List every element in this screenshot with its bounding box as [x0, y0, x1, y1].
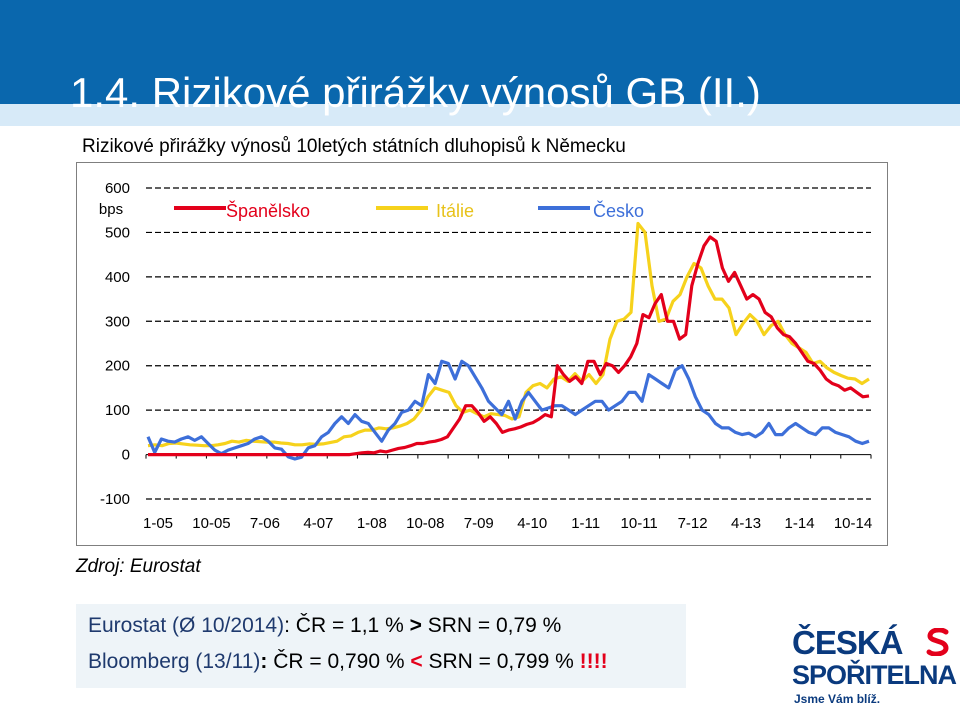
y-tick-label: 400	[105, 269, 130, 286]
x-tick-label: 10-14	[834, 515, 872, 532]
slide-title: 1.4. Rizikové přirážky výnosů GB (II.)	[70, 69, 761, 116]
series-line	[148, 235, 870, 457]
x-axis-ticks: 1-05 10-05 7-06 4-07 1-08 10-08 7-09 4-10 1-11 10…	[143, 454, 872, 532]
bloomberg-label: Bloomberg (13/11)	[88, 650, 261, 673]
y-tick-label: 300	[105, 313, 130, 330]
x-tick-label: 7-09	[464, 515, 494, 532]
greater-than-sign: >	[403, 614, 428, 637]
y-tick-label: 200	[105, 358, 130, 375]
x-tick-label: 1-08	[357, 515, 387, 532]
logo-s-mark-icon	[926, 628, 949, 656]
logo-text-line1: ČESKÁ	[792, 624, 904, 661]
x-tick-label: 1-05	[143, 515, 173, 532]
series-lines	[146, 221, 870, 461]
y-tick-label: 100	[105, 402, 130, 419]
source-note: Zdroj: Eurostat	[76, 556, 201, 577]
y-tick-label: 500	[105, 224, 130, 241]
y-axis-ticks: 600 500 400 300 200 100 0 -100	[100, 180, 130, 508]
cz-yield: ČR = 0,790 %	[273, 650, 405, 673]
slide-header: 1.4. Rizikové přirážky výnosů GB (II.)	[0, 0, 960, 126]
exclamation-marks: !!!!	[579, 650, 608, 673]
chart-panel	[76, 162, 888, 546]
x-tick-label: 4-07	[303, 515, 333, 532]
series-line	[147, 221, 870, 448]
x-tick-label: 7-06	[250, 515, 280, 532]
chart-title: Rizikové přirážky výnosů 10letých státní…	[82, 136, 626, 157]
logo-slogan: Jsme Vám blíž.	[794, 692, 881, 706]
legend-label: Česko	[593, 200, 644, 221]
logo-text-line2: SPOŘITELNA	[792, 660, 957, 690]
x-tick-label: 1-11	[571, 515, 600, 532]
spread-line-chart: 600 500 400 300 200 100 0 -100 1-05 10-05 7-06 4-0…	[99, 180, 872, 532]
y-tick-label: 600	[105, 180, 130, 197]
x-tick-label: 10-08	[406, 515, 444, 532]
y-tick-label: 0	[122, 447, 130, 464]
de-yield: SRN = 0,79 %	[427, 614, 562, 637]
series-line	[146, 359, 870, 461]
x-tick-label: 4-13	[731, 515, 761, 532]
y-tick-label: -100	[100, 491, 130, 508]
eurostat-comparison: Eurostat (Ø 10/2014): ČR = 1,1 % > SRN =…	[88, 614, 561, 638]
x-tick-label: 10-05	[192, 515, 230, 532]
legend-label: Itálie	[436, 201, 474, 221]
x-tick-label: 4-10	[517, 515, 547, 532]
eurostat-label: Eurostat (Ø 10/2014)	[88, 614, 285, 637]
less-than-sign: <	[404, 650, 429, 673]
header-strip	[0, 104, 960, 126]
separator: :	[260, 650, 274, 673]
separator: :	[284, 614, 296, 637]
legend-label: Španělsko	[226, 200, 310, 221]
cz-yield: ČR = 1,1 %	[295, 614, 404, 637]
legend: Španělsko Itálie Česko	[174, 200, 644, 221]
x-tick-label: 1-14	[785, 515, 815, 532]
yield-comparison-box: Eurostat (Ø 10/2014): ČR = 1,1 % > SRN =…	[76, 604, 686, 688]
x-tick-label: 7-12	[678, 515, 708, 532]
x-tick-label: 10-11	[621, 515, 658, 532]
y-axis-unit: bps	[99, 201, 123, 218]
grid-lines	[146, 187, 871, 500]
ceska-sporitelna-logo: ČESKÁ SPOŘITELNA Jsme Vám blíž.	[788, 620, 958, 710]
bloomberg-comparison: Bloomberg (13/11): ČR = 0,790 % < SRN = …	[88, 650, 608, 674]
de-yield: SRN = 0,799 %	[428, 650, 580, 673]
